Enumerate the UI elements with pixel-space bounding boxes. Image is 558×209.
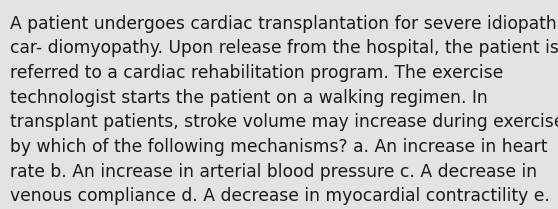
- Text: referred to a cardiac rehabilitation program. The exercise: referred to a cardiac rehabilitation pro…: [10, 64, 503, 82]
- Text: by which of the following mechanisms? a. An increase in heart: by which of the following mechanisms? a.…: [10, 138, 547, 156]
- Text: rate b. An increase in arterial blood pressure c. A decrease in: rate b. An increase in arterial blood pr…: [10, 163, 537, 181]
- Text: venous compliance d. A decrease in myocardial contractility e.: venous compliance d. A decrease in myoca…: [10, 187, 550, 205]
- Text: car- diomyopathy. Upon release from the hospital, the patient is: car- diomyopathy. Upon release from the …: [10, 39, 558, 57]
- Text: A patient undergoes cardiac transplantation for severe idiopathic: A patient undergoes cardiac transplantat…: [10, 15, 558, 33]
- Text: technologist starts the patient on a walking regimen. In: technologist starts the patient on a wal…: [10, 89, 488, 107]
- Text: transplant patients, stroke volume may increase during exercise: transplant patients, stroke volume may i…: [10, 113, 558, 131]
